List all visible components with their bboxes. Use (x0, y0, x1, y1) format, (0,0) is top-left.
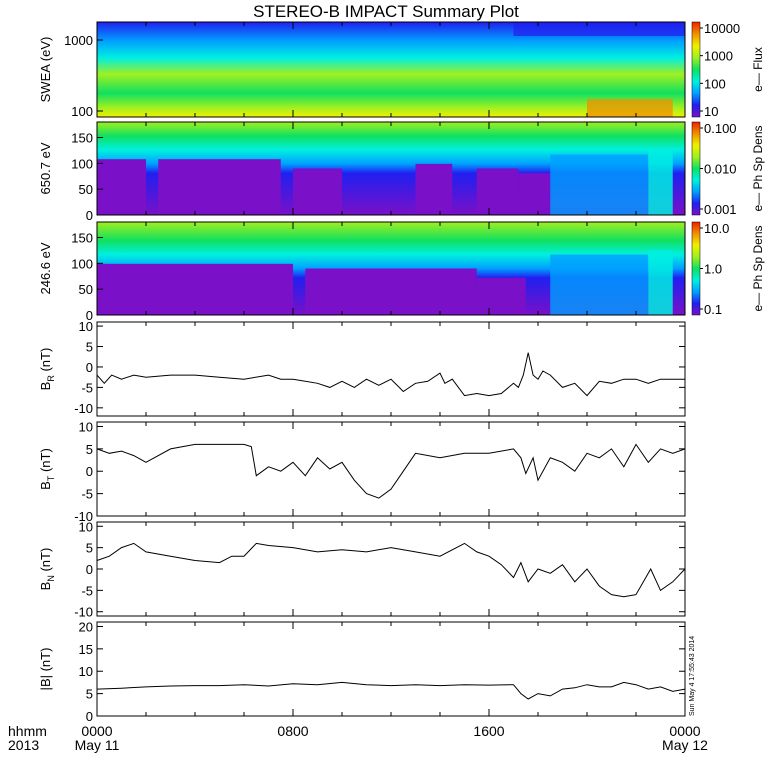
panel-frame (96, 421, 686, 517)
heatmap-feature (648, 249, 673, 315)
line-ylabel: BN (nT) (38, 548, 56, 591)
plot-title: STEREO-B IMPACT Summary Plot (253, 2, 519, 21)
x-tick-time-label: 1600 (473, 723, 504, 739)
heatmap-feature (513, 22, 685, 36)
x-tick-time-label: 0800 (277, 723, 308, 739)
heatmap-feature (518, 173, 551, 215)
heatmap-feature (476, 168, 519, 215)
colorbar (691, 221, 701, 316)
ytick-label: -10 (74, 509, 93, 524)
heatmap-ylabel: 650.7 eV (38, 142, 53, 194)
panel-frame (96, 321, 686, 417)
panel-4: -10 -5 0 5 10 BR (nT) (38, 319, 686, 417)
ytick-label: 150 (71, 231, 93, 246)
colorbar-tick-label: 0.001 (704, 202, 737, 217)
series-line (96, 542, 686, 598)
ytick-label: 10 (79, 419, 93, 434)
panel-frame (96, 221, 686, 316)
colorbar-tick-label: 0.100 (704, 121, 737, 136)
footer-year-label: 2013 (8, 737, 39, 753)
panel-2: 0 50 100 150 650.7 eV 0.001 0.010 0.100 e— Ph Sp… (38, 121, 765, 223)
x-tick-time-label: 0000 (81, 723, 112, 739)
x-tick-date-label: May 11 (75, 737, 120, 753)
colorbar-tick-label: 0.010 (704, 162, 737, 177)
colorbar-tick-label: 10 (704, 104, 718, 119)
line-ylabel: BR (nT) (38, 348, 56, 391)
heatmap-feature (550, 154, 649, 215)
colorbar-label: e— Flux (751, 47, 765, 92)
heatmap-feature (550, 254, 649, 315)
ytick-label: 0 (86, 709, 93, 724)
heatmap-feature (415, 163, 453, 215)
line-ylabel: |B| (nT) (38, 648, 53, 691)
colorbar-tick-label: 10000 (704, 21, 740, 36)
colorbar-tick-label: 1.0 (704, 262, 722, 277)
ytick-label: 5 (86, 442, 93, 457)
heatmap-feature (587, 99, 673, 117)
panel-3: 0 50 100 150 246.6 eV 0.1 1.0 10.0 e— Ph Sp Dens (38, 221, 765, 323)
x-tick-time-label: 0000 (669, 723, 700, 739)
colorbar (691, 121, 701, 216)
timestamp-label: Sun May 4 17:55:43 2014 (689, 636, 696, 716)
ytick-label: 1000 (64, 33, 93, 48)
panel-frame (96, 21, 686, 118)
colorbar-tick-label: 0.1 (704, 302, 722, 317)
ytick-label: -5 (81, 487, 93, 502)
colorbar (691, 21, 701, 118)
ytick-label: 0 (86, 360, 93, 375)
line-ylabel: BT (nT) (38, 448, 56, 490)
ytick-label: -5 (81, 583, 93, 598)
colorbar-tick-label: 1000 (704, 49, 733, 64)
ytick-label: -5 (81, 380, 93, 395)
panel-7: 0 5 10 15 20 |B| (nT) (38, 619, 686, 724)
heatmap-feature (305, 268, 477, 315)
heatmap-feature (293, 168, 342, 215)
footer-hhmm-label: hhmm (8, 723, 47, 739)
colorbar-tick-label: 100 (704, 76, 726, 91)
heatmap-ylabel: 246.6 eV (38, 242, 53, 294)
colorbar-label: e— Ph Sp Dens (751, 225, 765, 311)
ytick-label: 20 (79, 619, 93, 634)
heatmap-feature (158, 159, 281, 215)
series-line (96, 352, 685, 397)
series-line (96, 443, 686, 499)
panel-frame (96, 121, 686, 216)
ytick-label: 5 (86, 541, 93, 556)
ytick-label: 10 (79, 664, 93, 679)
ytick-label: 0 (86, 562, 93, 577)
ytick-label: -10 (74, 401, 93, 416)
ytick-label: -10 (74, 605, 93, 620)
x-tick-date-label: May 12 (662, 737, 708, 753)
panel-frame (96, 521, 686, 617)
ytick-label: 100 (71, 256, 93, 271)
series-line (96, 681, 686, 700)
ytick-label: 15 (79, 642, 93, 657)
ytick-label: 100 (71, 156, 93, 171)
ytick-label: 5 (86, 340, 93, 355)
ytick-label: 50 (79, 182, 93, 197)
heatmap-feature (476, 277, 526, 315)
ytick-label: 100 (71, 104, 93, 119)
ytick-label: 10 (79, 319, 93, 334)
heatmap-ylabel: SWEA (eV) (38, 37, 53, 103)
colorbar-tick-label: 10.0 (704, 221, 729, 236)
ytick-label: 150 (71, 131, 93, 146)
ytick-label: 0 (86, 308, 93, 323)
panel-frame (96, 621, 686, 717)
colorbar-label: e— Ph Sp Dens (751, 125, 765, 211)
ytick-label: 0 (86, 464, 93, 479)
ytick-label: 0 (86, 208, 93, 223)
ytick-label: 5 (86, 687, 93, 702)
heatmap-feature (97, 263, 293, 315)
ytick-label: 50 (79, 282, 93, 297)
panel-6: -10 -5 0 5 10 BN (nT) (38, 519, 686, 620)
panel-1: 100 1000 SWEA (eV) 10 100 1000 10000 e— Flux (38, 21, 765, 119)
heatmap-feature (648, 149, 673, 215)
panel-5: -10 -5 0 5 10 BT (nT) (38, 419, 686, 524)
ytick-label: 10 (79, 519, 93, 534)
heatmap-feature (97, 159, 146, 215)
